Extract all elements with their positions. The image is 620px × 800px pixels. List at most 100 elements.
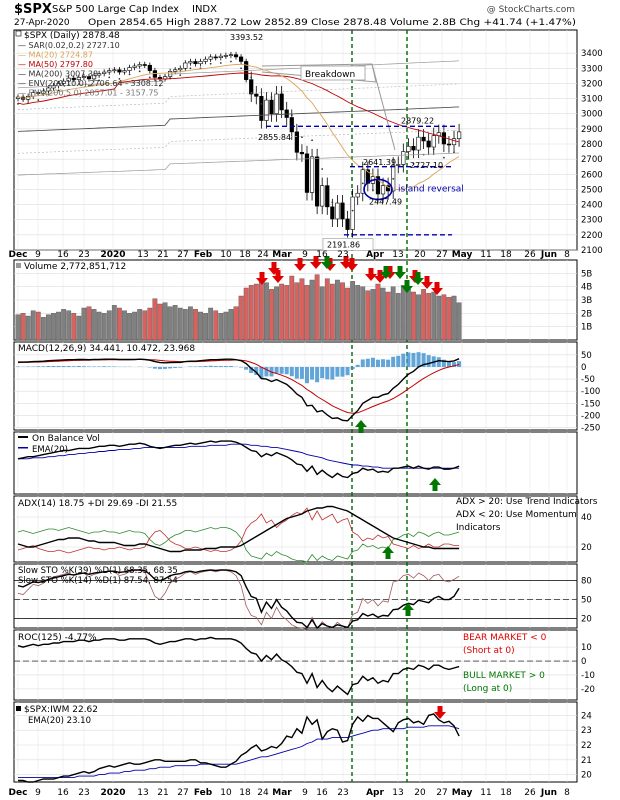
volume-bar [426, 293, 432, 341]
price-candle-body [112, 69, 117, 72]
price-candle-body [451, 138, 457, 146]
price-candle-body [441, 132, 446, 145]
price-candle-body [325, 185, 330, 208]
price-candle-body [91, 74, 97, 80]
sar-dot [260, 102, 263, 105]
volume-bar [91, 309, 97, 341]
price-candle-body [122, 70, 127, 73]
sar-dot [290, 114, 293, 117]
volume-bar [335, 279, 340, 341]
volume-bar [289, 275, 295, 341]
x-tick-label-bottom: Dec [9, 788, 28, 798]
macd-histogram-bar [244, 366, 249, 370]
macd-histogram-bar [299, 366, 304, 379]
volume-bar [86, 306, 92, 341]
env5-upper-line [17, 83, 460, 110]
macd-histogram-bar [76, 366, 81, 367]
macd-histogram-bar [157, 366, 162, 370]
x-tick-label-top: 21 [157, 250, 168, 260]
x-tick-label-bottom: 18 [239, 788, 251, 798]
adx-axis-tick-label: 20 [581, 543, 592, 553]
adx-minus-di-line [17, 507, 460, 554]
volume-bar [177, 307, 183, 341]
annotation-high: 3393.52 [230, 33, 263, 42]
volume-bar [96, 311, 102, 341]
sto-k39-line [17, 569, 460, 630]
sar-dot [138, 70, 141, 73]
macd-histogram-bar [289, 366, 294, 377]
macd-histogram-bar [56, 366, 61, 367]
volume-bar [324, 278, 330, 341]
volume-bar [385, 291, 391, 341]
x-tick-label-bottom: 16 [316, 788, 328, 798]
macd-axis-tick-label: 50 [581, 351, 592, 361]
macd-histogram-bar [294, 366, 299, 379]
price-candle-body [421, 136, 426, 142]
price-candle-body [117, 69, 122, 73]
volume-bar [238, 295, 244, 341]
macd-histogram-bar [264, 366, 269, 377]
roc-axis-tick-label: 0 [581, 657, 586, 667]
macd-histogram-bar [360, 359, 365, 367]
volume-bar [213, 310, 219, 341]
price-series-legend: — ENV(200,10.0) 2706.64 - 3308.12 [18, 79, 164, 88]
macd-histogram-bar [436, 357, 441, 367]
roc-legend: ROC(125) -4.77% [18, 633, 97, 643]
price-series-legend: — SAR(0.02,0.2) 2727.10 [18, 41, 120, 50]
price-axis-tick-label: 2100 [581, 246, 603, 256]
macd-histogram-bar [426, 355, 431, 367]
macd-histogram-bar [304, 366, 309, 384]
price-candle-body [188, 61, 193, 64]
sar-dot [412, 162, 415, 165]
breakdown-label-box [300, 65, 366, 81]
volume-bar [294, 282, 300, 341]
volume-bar [309, 279, 315, 341]
price-candle-body [406, 145, 411, 152]
macd-histogram-bar [391, 356, 396, 367]
adx-line [17, 505, 460, 553]
x-tick-label-top: 18 [239, 250, 251, 260]
price-candle-body [193, 61, 198, 65]
sto-legend-1: Slow STO %K(39) %D(1) 68.35, 68.35 [18, 566, 178, 576]
price-axis-tick-label: 2500 [581, 185, 603, 195]
x-tick-label-top: 8 [564, 250, 570, 260]
volume-bar [319, 286, 325, 341]
volume-bar [127, 313, 132, 341]
price-candle-body [289, 117, 294, 133]
x-tick-label-top: 10 [220, 250, 232, 260]
panel-frame-iwm [13, 701, 578, 783]
sar-dot [432, 148, 435, 151]
adx-note-2: ADX < 20: Use Momentum [456, 510, 577, 520]
env10-upper-line [17, 60, 460, 89]
macd-histogram-bar [355, 364, 360, 367]
macd-histogram-bar [198, 366, 203, 367]
x-tick-label-top: 23 [337, 250, 348, 260]
x-tick-label-top: 11 [480, 250, 491, 260]
x-tick-label-bottom: 20 [414, 788, 426, 798]
macd-histogram-bar [279, 366, 284, 374]
price-candle-body [401, 151, 406, 165]
volume-tick-label: 4B [581, 283, 592, 293]
macd-histogram-bar [330, 366, 335, 380]
x-tick-label-bottom: 11 [480, 788, 491, 798]
macd-histogram-bar [168, 366, 173, 369]
roc-note-bull-2: (Long at 0) [463, 684, 512, 694]
price-axis-tick-label: 2900 [581, 125, 603, 135]
volume-bar [436, 295, 442, 341]
x-tick-label-bottom: Feb [194, 788, 213, 798]
panel-frame-sto [13, 563, 578, 629]
volume-bar [431, 291, 437, 341]
price-candle-body [233, 54, 239, 58]
volume-bar [61, 309, 67, 341]
price-axis-tick-label: 2700 [581, 155, 603, 165]
price-candle-body [259, 96, 264, 121]
macd-histogram-bar [320, 366, 325, 379]
volume-bar [142, 310, 148, 341]
red-down-arrow [346, 258, 358, 271]
volume-bar [162, 302, 168, 341]
red-down-arrow [380, 266, 392, 279]
sar-dot [250, 76, 253, 79]
volume-bar [314, 274, 320, 341]
price-candle-body [107, 70, 112, 73]
sar-dot [118, 77, 121, 80]
